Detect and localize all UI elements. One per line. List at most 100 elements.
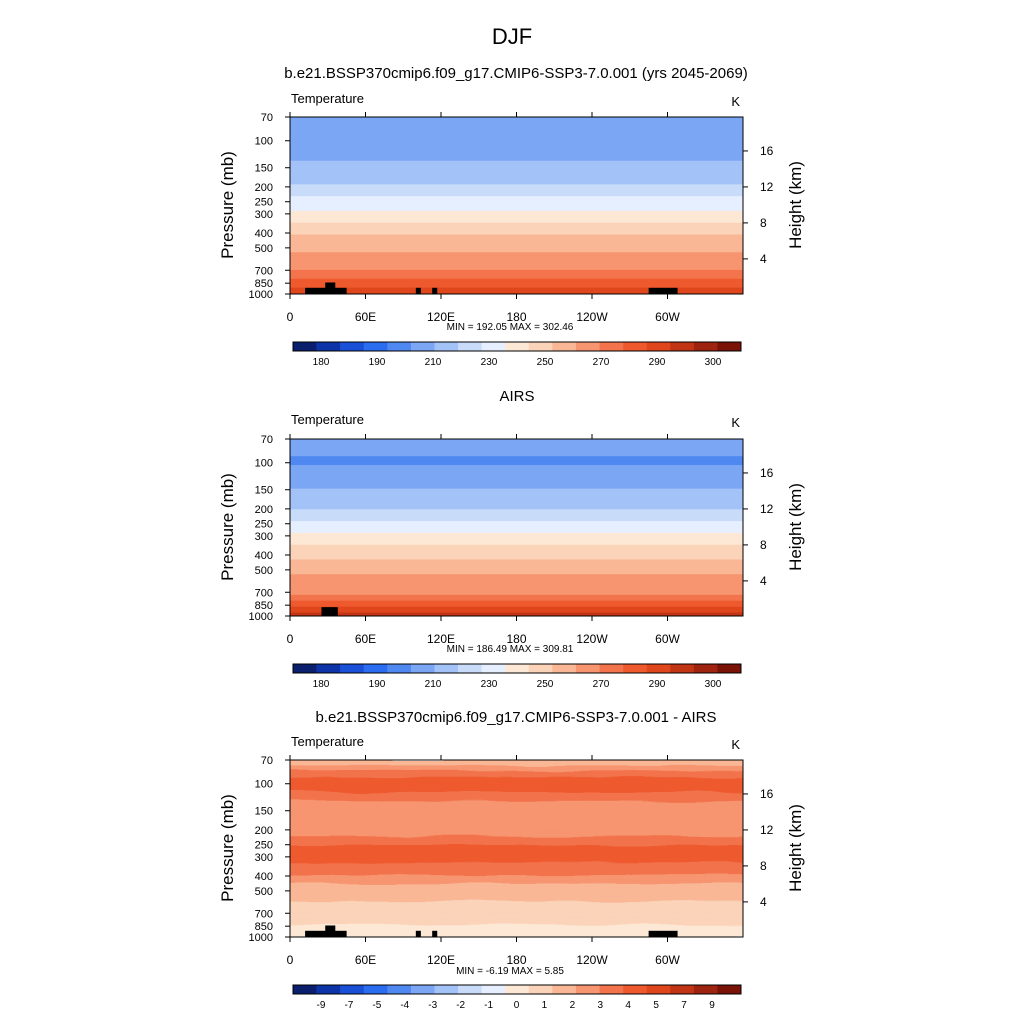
colorbar-swatch (505, 664, 530, 673)
colorbar-swatch (693, 664, 718, 673)
y-tick-label: 400 (255, 228, 273, 240)
contour-band (290, 547, 743, 552)
colorbar-label: 270 (593, 357, 610, 368)
colorbar-swatch (293, 342, 317, 351)
colorbar-swatch (340, 985, 365, 994)
contour-band (290, 933, 743, 937)
panel-difference: b.e21.BSSP370cmip6.f09_g17.CMIP6-SSP3-7.… (218, 709, 805, 1011)
contour-band (290, 842, 743, 847)
contour-band (290, 459, 743, 464)
colorbar-swatch (387, 985, 412, 994)
colorbar-label: 250 (537, 357, 554, 368)
contour-band (290, 290, 743, 294)
contour-band (290, 222, 743, 227)
y-tick-label: 200 (255, 182, 273, 194)
contour-band (290, 597, 743, 602)
contour-band (290, 444, 743, 449)
contour-band (290, 898, 743, 903)
contour-band (290, 918, 743, 923)
x-tick-label: 120W (576, 310, 608, 324)
contour-band (290, 163, 743, 168)
x-tick-label: 0 (287, 632, 294, 646)
contour-band (290, 868, 743, 873)
contour-band (290, 535, 743, 540)
contour-band (290, 187, 743, 192)
contour-band (290, 143, 743, 148)
contour-band (290, 278, 743, 283)
contour-band (290, 789, 743, 794)
contour-band (290, 479, 743, 484)
contour-band (290, 199, 743, 204)
right-tick-label: 16 (760, 787, 774, 801)
contour-band (290, 503, 743, 508)
contour-band (290, 447, 743, 452)
colorbar-swatch (363, 664, 388, 673)
contour-band (290, 850, 743, 856)
colorbar-swatch (693, 342, 718, 351)
contour-band (290, 909, 743, 915)
contour-band (290, 889, 743, 894)
y-tick-label: 70 (261, 112, 273, 124)
contour-band (290, 583, 743, 588)
contour-band (290, 812, 743, 817)
y-tick-label: 500 (255, 243, 273, 255)
contour-band (290, 468, 743, 473)
y-tick-label: 150 (255, 806, 273, 818)
contour-band (290, 921, 743, 926)
x-axis: 0 60E 120E 180 120W 60W (287, 755, 681, 967)
colorbar-swatch (434, 342, 459, 351)
contour-band (290, 848, 743, 853)
colorbar-label: -1 (484, 1000, 493, 1011)
contour-band (290, 786, 743, 791)
y-tick-label: 250 (255, 519, 273, 531)
contour-band (290, 172, 743, 177)
contour-band (290, 527, 743, 532)
stats-label: MIN = 192.05 MAX = 302.46 (447, 322, 574, 333)
x-tick-label: 60E (355, 632, 376, 646)
y-tick-label: 500 (255, 886, 273, 898)
contour-band (290, 580, 743, 585)
colorbar-label: 210 (425, 679, 442, 690)
colorbar-swatch (458, 342, 482, 351)
contour-band (290, 912, 743, 918)
colorbar-label: -4 (400, 1000, 409, 1011)
contour-band (290, 765, 743, 770)
y-tick-label: 700 (255, 265, 273, 277)
contour-band (290, 771, 743, 776)
x-tick-label: 0 (287, 310, 294, 324)
contour-band (290, 892, 743, 897)
contour-band (290, 205, 743, 210)
contour-band (290, 264, 743, 269)
contour-band (290, 237, 743, 242)
y-tick-label: 250 (255, 197, 273, 209)
contour-band (290, 603, 743, 608)
contour-band (290, 249, 743, 254)
colorbar: -9 -7 -5 -4 -3 -2 -1 0 1 2 3 4 5 7 9 (292, 984, 742, 1011)
contour-band (290, 924, 743, 929)
contour-band (290, 783, 743, 788)
colorbar-swatch (623, 342, 647, 351)
terrain-block (648, 287, 678, 294)
y-tick-label: 300 (255, 531, 273, 543)
contour-band (290, 577, 743, 582)
colorbar-swatch (316, 342, 341, 351)
y-axis-label-right: Height (km) (786, 161, 805, 249)
contour-band (290, 791, 743, 797)
contour-band (290, 154, 743, 159)
right-tick-label: 12 (760, 180, 774, 194)
contour-band (290, 568, 743, 573)
contour-band (290, 760, 743, 764)
colorbar-swatch (623, 985, 647, 994)
y-tick-label: 1000 (249, 611, 273, 623)
contour-band (290, 880, 743, 885)
colorbar-swatch (458, 664, 482, 673)
contour-band (290, 439, 743, 443)
y-axis-right: 16 12 8 4 (743, 144, 774, 266)
y-tick-label: 1000 (249, 932, 273, 944)
colorbar-frame (292, 341, 742, 352)
y-tick-label: 850 (255, 600, 273, 612)
colorbar: 180 190 210 230 250 270 290 300 (292, 663, 742, 690)
panel-title: AIRS (499, 388, 534, 405)
panel-airs: AIRS Temperature K 701001502002503004005… (218, 388, 805, 690)
contour-band (290, 225, 743, 230)
